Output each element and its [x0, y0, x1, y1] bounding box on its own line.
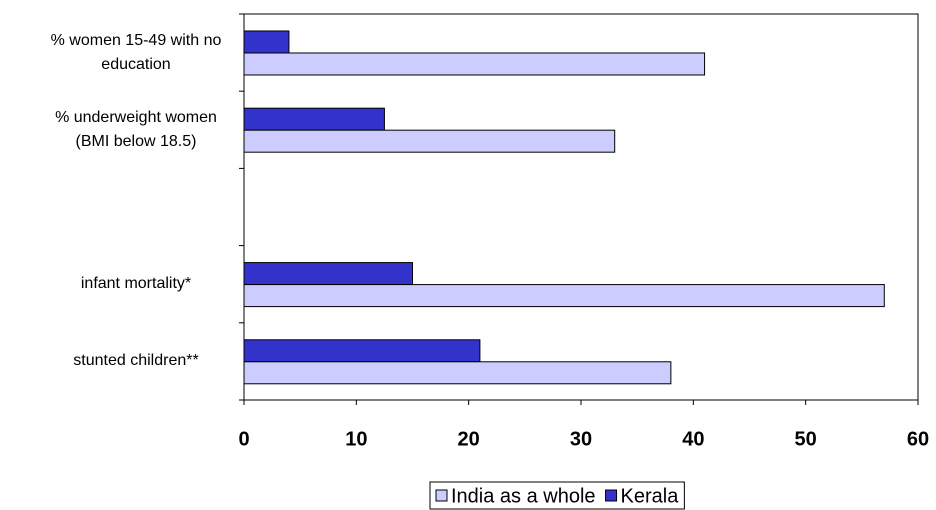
y-tick-label: infant mortality* — [80, 275, 192, 293]
bar — [243, 30, 290, 54]
bar — [243, 339, 481, 363]
bar — [243, 129, 616, 153]
x-tick-label: 0 — [238, 428, 249, 450]
legend-swatch — [605, 489, 618, 502]
bar — [243, 262, 413, 286]
x-tick-label: 30 — [570, 428, 592, 450]
bar — [243, 361, 672, 385]
x-tick-label: 40 — [682, 428, 704, 450]
x-tick-label: 10 — [345, 428, 367, 450]
legend-label: India as a whole — [451, 485, 596, 507]
y-tick-label: stunted children** — [73, 352, 199, 370]
x-tick-label: 20 — [458, 428, 480, 450]
y-tick-label: % women 15-49 with no education — [50, 31, 222, 73]
y-tick-label: % underweight women (BMI below 18.5) — [55, 108, 217, 150]
legend-swatch — [435, 489, 448, 502]
legend-label: Kerala — [621, 485, 680, 507]
bar — [243, 52, 706, 76]
x-tick-label: 60 — [907, 428, 929, 450]
bar — [243, 107, 385, 131]
bar — [243, 284, 885, 308]
legend-box — [429, 481, 685, 510]
x-tick-label: 50 — [795, 428, 817, 450]
